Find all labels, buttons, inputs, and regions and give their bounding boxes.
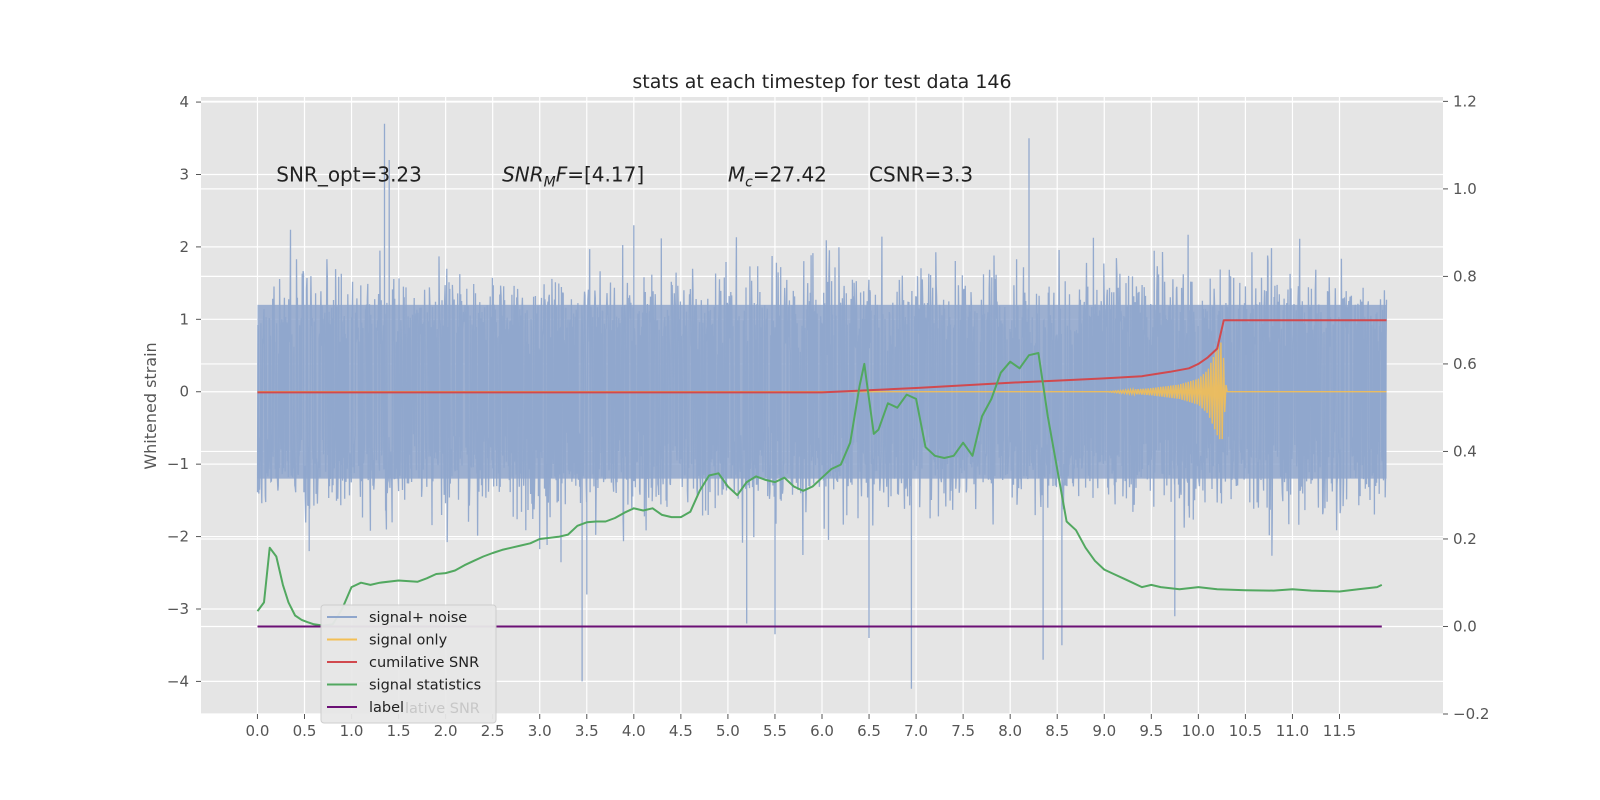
x-tick-label: 8.0	[998, 722, 1022, 740]
annotation-rest: F=[4.17]	[556, 163, 644, 187]
x-tick-label: 5.5	[763, 722, 787, 740]
x-tick-label: 1.5	[387, 722, 411, 740]
series-cumulative-snr	[257, 319, 1387, 394]
y-left-tick-label: 0	[179, 383, 189, 401]
annotation-subscript: c	[745, 175, 753, 191]
y-left-tick-label: 4	[179, 93, 189, 111]
x-tick-label: 4.0	[622, 722, 646, 740]
x-tick-label: 10.0	[1182, 722, 1215, 740]
axis-ticks: 0.0 0.5 1.0 1.5 2.0 2.5 3.0 3.5 4.0 4.5 5.0 5.5 6.0 6…	[167, 92, 1490, 740]
legend-entry: signal statistics	[369, 678, 481, 694]
annotation-csnr: CSNR=3.3	[869, 163, 973, 187]
series-layer	[256, 123, 1388, 689]
y-right-tick-label: 0.0	[1453, 617, 1477, 635]
y-right-tick-label: 0.6	[1453, 355, 1477, 373]
annotations: SNR_opt=3.23 SNRMF=[4.17] Mc=27.42 CSNR=3.3	[276, 163, 973, 191]
annotation-snr-mf: SNRMF=[4.17]	[502, 163, 644, 191]
x-tick-label: 3.5	[575, 722, 599, 740]
y-right-tick-label: 1.0	[1453, 180, 1477, 198]
x-tick-label: 2.0	[434, 722, 458, 740]
legend: lative SNR signal+ noise signal only cumila…	[320, 604, 497, 724]
y-axis-label: Whitened strain	[141, 342, 160, 469]
x-tick-label: 6.5	[857, 722, 881, 740]
legend-entry: signal only	[369, 633, 448, 649]
x-tick-label: 2.5	[481, 722, 505, 740]
annotation-base: SNR	[502, 163, 544, 187]
annotation-subscript: M	[544, 175, 556, 191]
x-tick-label: 0.5	[293, 722, 317, 740]
x-tick-label: 7.0	[904, 722, 928, 740]
x-tick-label: 5.0	[716, 722, 740, 740]
y-right-tick-label: 0.2	[1453, 530, 1477, 548]
chart-title: stats at each timestep for test data 146	[632, 71, 1011, 93]
y-left-tick-label: −2	[167, 528, 189, 546]
annotation-rest-plain: =[4.17]	[567, 163, 644, 187]
y-left-tick-label: −4	[167, 672, 189, 690]
annotation-rest-italic: F	[556, 163, 568, 187]
legend-entry: signal+ noise	[369, 610, 467, 626]
x-tick-label: 4.5	[669, 722, 693, 740]
annotation-rest: =27.42	[753, 163, 827, 187]
series-signal-statistics	[256, 352, 1383, 627]
x-tick-label: 11.0	[1276, 722, 1309, 740]
legend-entry: cumilative SNR	[369, 655, 479, 671]
y-left-tick-label: −3	[167, 600, 189, 618]
y-left-tick-label: 2	[179, 238, 189, 256]
x-tick-label: 1.0	[340, 722, 364, 740]
x-tick-label: 10.5	[1229, 722, 1262, 740]
x-tick-label: 8.5	[1045, 722, 1069, 740]
x-tick-label: 6.0	[810, 722, 834, 740]
series-signal-noise	[256, 123, 1388, 689]
legend-overlap-text: lative SNR	[405, 701, 480, 717]
x-tick-label: 0.0	[246, 722, 270, 740]
x-tick-label: 9.5	[1139, 722, 1163, 740]
y-left-tick-label: 1	[179, 310, 189, 328]
x-tick-label: 7.5	[951, 722, 975, 740]
annotation-base: M	[728, 163, 745, 187]
legend-box	[320, 604, 497, 724]
x-tick-label: 11.5	[1323, 722, 1356, 740]
x-tick-label: 3.0	[528, 722, 552, 740]
legend-entry: label	[369, 700, 404, 716]
y-right-tick-label: 0.4	[1453, 442, 1477, 460]
y-right-tick-label: 1.2	[1453, 92, 1477, 110]
y-left-tick-label: 3	[179, 165, 189, 183]
x-tick-label: 9.0	[1092, 722, 1116, 740]
y-right-tick-label: −0.2	[1453, 705, 1489, 723]
annotation-snr-opt: SNR_opt=3.23	[276, 163, 422, 187]
y-left-tick-label: −1	[167, 455, 189, 473]
y-right-tick-label: 0.8	[1453, 267, 1477, 285]
annotation-mc: Mc=27.42	[728, 163, 827, 191]
